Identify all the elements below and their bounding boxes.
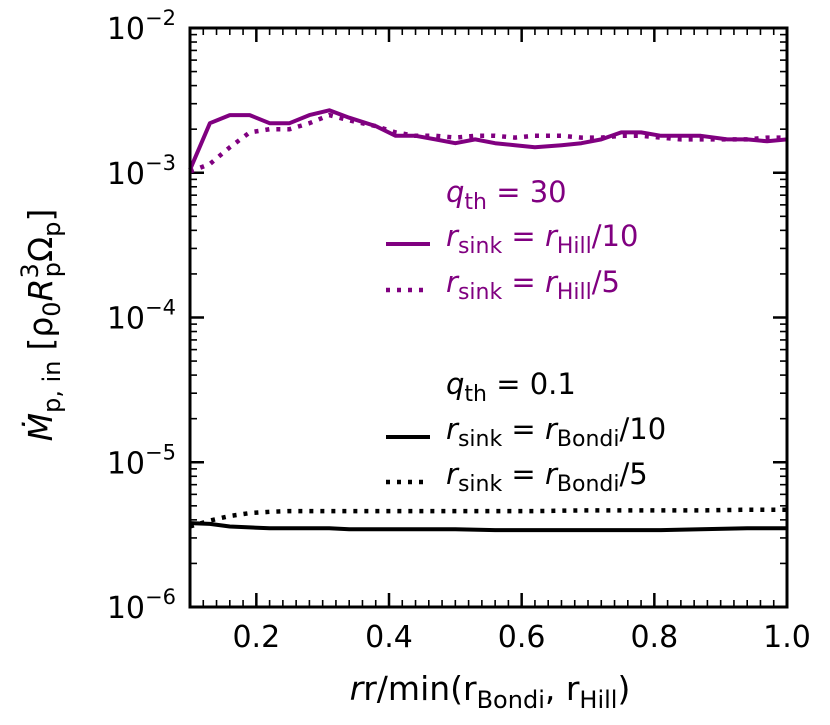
series-line [189,521,787,533]
y-tick-label: 10−5 [107,440,176,481]
legend: qth = 30 qth = 0.1 rsink = rHill/10 rsink =… [386,175,666,497]
x-label-r: r [350,669,366,708]
x-tick-label: 0.4 [365,620,413,655]
y-label-sub: p, in [38,361,66,413]
y-label-R: R [21,278,60,301]
x-label-sub-bondi: Bondi [477,686,545,714]
x-axis-label: rr/min(rBondi, rHill) [350,669,631,714]
y-tick-label: 10−2 [107,6,176,47]
legend-header: qth = 30 [446,175,567,215]
x-tick-label: 1.0 [763,620,811,655]
y-tick-label: 10−4 [107,296,176,337]
plot-frame [188,26,789,609]
tick-marks [189,26,789,609]
legend-entry: rsink = rHill/10 [446,219,638,259]
y-label-omega-sub: p [38,222,66,237]
series-layer [188,108,788,533]
series-line [188,108,788,171]
tick-labels: 0.2 0.4 0.6 0.8 1.0 10−6 10−5 10−4 10−3 10−2 [107,6,811,655]
x-label-text-b: , r [545,669,580,708]
series-line [189,507,787,529]
y-label-bracket-close: ] [21,209,60,222]
x-tick-label: 0.2 [232,620,280,655]
x-tick-label: 0.6 [498,620,546,655]
x-tick-label: 0.8 [630,620,678,655]
legend-entry: rsink = rHill/5 [446,265,620,305]
x-label-text-a: r/min(r [363,669,477,708]
legend-entry: rsink = rBondi/5 [446,457,648,497]
legend-header: qth = 0.1 [446,367,576,407]
y-label-mdot: Ṁ [21,413,60,441]
y-label-R-sup: 3 [16,263,44,278]
y-axis-label: Ṁp, in[ρ0R3pΩp] [16,209,66,442]
x-label-sub-hill: Hill [579,686,617,714]
x-label-text-c: ) [617,669,630,708]
y-tick-label: 10−6 [107,585,176,626]
y-label-rho: [ρ [21,317,60,351]
y-label-R-sub: p [38,262,66,277]
y-tick-label: 10−3 [107,151,176,192]
legend-entry: rsink = rBondi/10 [446,412,666,452]
y-label-omega: Ω [21,237,60,262]
y-label-rho-sub: 0 [38,301,66,316]
